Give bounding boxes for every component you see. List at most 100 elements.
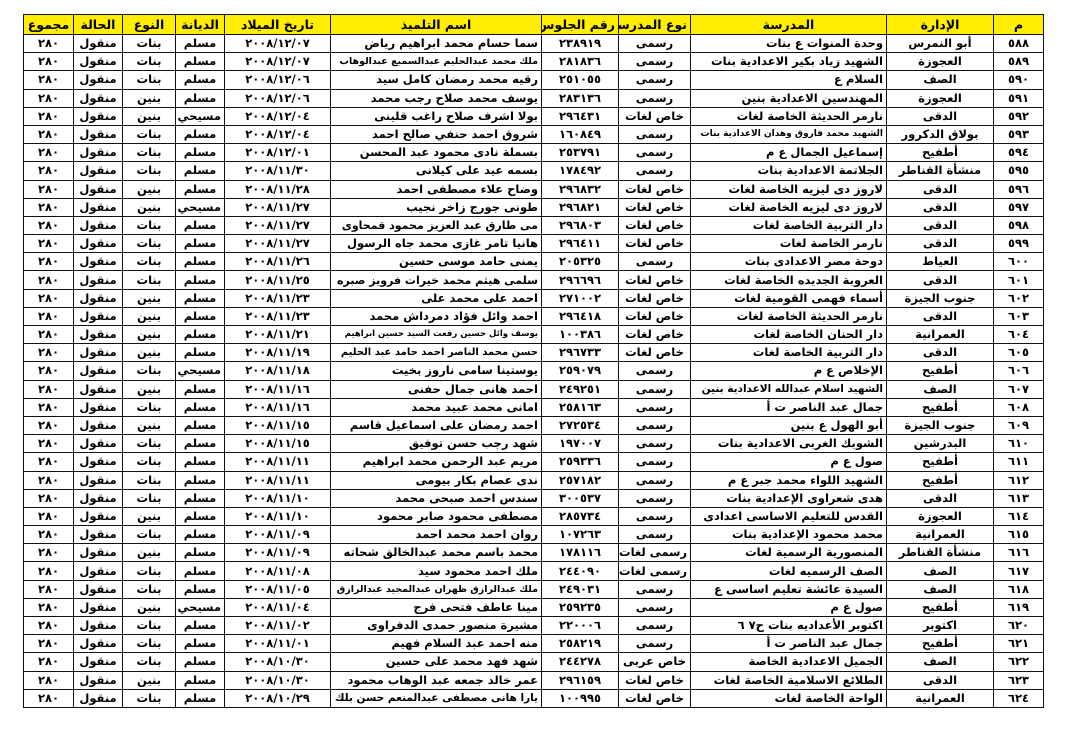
header-school-type: نوع المدرسة xyxy=(618,14,691,35)
cell-status: منقول xyxy=(73,543,123,563)
table-body: ٥٨٨ أبو النمرس وحدة المنوات ع بنات رسمى ٢٣٨٩… xyxy=(23,33,1044,708)
cell-seat: ٢٧١٠٠٢ xyxy=(541,288,619,308)
cell-total: ٢٨٠ xyxy=(23,634,74,654)
table-row: ٥٩٢ الدقى نارمر الحديثة الخاصة لغات خاص لغا… xyxy=(23,106,1044,126)
cell-gender: بنين xyxy=(122,106,176,126)
table-row: ٥٩٧ الدقى لاروز دى ليزيه الخاصة لغات خاص لغ… xyxy=(23,197,1044,217)
cell-religion: مسلم xyxy=(175,324,225,345)
cell-gender: بنين xyxy=(122,288,176,308)
cell-school: أبو الهول ع بنين xyxy=(690,415,887,436)
cell-gender: بنين xyxy=(122,197,176,217)
cell-no: ٦١٥ xyxy=(993,525,1044,545)
cell-admin: العمرانية xyxy=(886,688,994,708)
cell-school: جمال عبد الناصر ت أ xyxy=(690,397,887,417)
cell-religion: مسلم xyxy=(175,488,225,508)
cell-total: ٢٨٠ xyxy=(23,143,74,163)
cell-status: منقول xyxy=(73,234,123,254)
cell-seat: ١٠٧٢٦٣ xyxy=(541,525,619,545)
cell-school-type: رسمى xyxy=(618,579,691,599)
table-row: ٦١٠ البدرشين الشوبك الغربى الاعدادية بنات ر… xyxy=(23,434,1044,454)
cell-gender: بنات xyxy=(122,579,176,599)
header-school: المدرسة xyxy=(690,14,887,35)
cell-admin: الدقى xyxy=(886,670,994,690)
cell-no: ٦٠٢ xyxy=(993,288,1044,308)
cell-school: الشوبك الغربى الاعدادية بنات xyxy=(690,434,887,454)
cell-gender: بنات xyxy=(122,70,176,90)
cell-status: منقول xyxy=(73,688,123,708)
cell-school-type: رسمى xyxy=(618,488,691,508)
cell-school-type: رسمى xyxy=(618,379,691,399)
cell-admin: العمرانية xyxy=(886,324,994,345)
table-row: ٦٠٩ جنوب الجيزة أبو الهول ع بنين رسمى ٢٧٢٥٣٤… xyxy=(23,415,1044,436)
cell-school-type: رسمى xyxy=(618,33,691,54)
cell-student-name: يوسف وائل حسين رفعت السيد حسين ابراهيم xyxy=(330,324,542,345)
cell-seat: ٢٥٩٣٣٦ xyxy=(541,452,619,472)
cell-no: ٦٠٨ xyxy=(993,397,1044,417)
cell-religion: مسلم xyxy=(175,379,225,399)
cell-admin: الدقى xyxy=(886,234,994,254)
cell-dob: ٢٠٠٨/١١/١٠ xyxy=(224,506,331,527)
cell-admin: أطفيح xyxy=(886,143,994,163)
cell-school: صول ع م xyxy=(690,597,887,618)
cell-total: ٢٨٠ xyxy=(23,270,74,290)
cell-admin: أطفيح xyxy=(886,452,994,472)
cell-no: ٦٠٦ xyxy=(993,361,1044,381)
cell-school: لاروز دى ليزيه الخاصة لغات xyxy=(690,197,887,217)
header-status: الحالة xyxy=(73,14,123,35)
cell-religion: مسيحي xyxy=(175,361,225,381)
cell-no: ٥٩٤ xyxy=(993,143,1044,163)
header-row: م الإدارة المدرسة نوع المدرسة رقم الجلوس… xyxy=(23,14,1044,35)
cell-total: ٢٨٠ xyxy=(23,252,74,272)
table-row: ٦٢٣ الدقى الطلائع الاسلامية الخاصة لغات خاص… xyxy=(23,670,1044,690)
table-row: ٦٠٦ أطفيح الإخلاص ع م رسمى ٢٥٩٠٧٩ يوستينا سام… xyxy=(23,361,1044,381)
cell-school-type: رسمى xyxy=(618,361,691,381)
cell-dob: ٢٠٠٨/١١/١٦ xyxy=(224,379,331,399)
cell-religion: مسلم xyxy=(175,234,225,254)
cell-status: منقول xyxy=(73,525,123,545)
cell-no: ٦١٤ xyxy=(993,506,1044,527)
cell-school: محمد محمود الإعدادية بنات xyxy=(690,525,887,545)
cell-religion: مسلم xyxy=(175,506,225,527)
cell-seat: ٢٤٤٠٩٠ xyxy=(541,561,619,581)
cell-no: ٦٠٥ xyxy=(993,343,1044,363)
cell-student-name: يارا هانى مصطفى عبدالمنعم حسن بلك xyxy=(330,688,542,708)
cell-status: منقول xyxy=(73,270,123,290)
cell-total: ٢٨٠ xyxy=(23,470,74,490)
cell-student-name: احمد هانى جمال حفنى xyxy=(330,379,542,399)
cell-total: ٢٨٠ xyxy=(23,688,74,708)
students-table-container: م الإدارة المدرسة نوع المدرسة رقم الجلوس… xyxy=(23,14,1044,708)
cell-school: اكتوبر الأعداديه بنات ح٧ ٦ xyxy=(690,615,887,636)
cell-dob: ٢٠٠٨/١١/٢٣ xyxy=(224,288,331,308)
cell-dob: ٢٠٠٨/١١/١١ xyxy=(224,452,331,472)
cell-school: الشهيد محمد فاروق وهدان الاعدادية بنات xyxy=(690,124,887,145)
cell-status: منقول xyxy=(73,361,123,381)
cell-seat: ٢٩٦٤١٨ xyxy=(541,306,619,327)
cell-student-name: يوستينا سامى ناروز بخيت xyxy=(330,361,542,381)
cell-student-name: مريم عبد الرحمن محمد ابراهيم xyxy=(330,452,542,472)
cell-religion: مسلم xyxy=(175,561,225,581)
cell-no: ٥٩١ xyxy=(993,88,1044,108)
students-table: م الإدارة المدرسة نوع المدرسة رقم الجلوس… xyxy=(23,14,1044,708)
cell-admin: العجوزة xyxy=(886,506,994,527)
cell-status: منقول xyxy=(73,343,123,363)
cell-seat: ٢٨٥٧٣٤ xyxy=(541,506,619,527)
cell-school-type: خاص لغات xyxy=(618,215,691,236)
header-seat: رقم الجلوس xyxy=(541,14,619,35)
table-row: ٦١٨ الصف السيدة عائشة تعليم اساسى ع رسمى ٢٤٩… xyxy=(23,579,1044,599)
cell-total: ٢٨٠ xyxy=(23,197,74,217)
cell-school-type: خاص لغات xyxy=(618,670,691,690)
cell-gender: بنات xyxy=(122,452,176,472)
cell-student-name: مصطفى محمود صابر محمود xyxy=(330,506,542,527)
cell-gender: بنين xyxy=(122,179,176,199)
cell-no: ٥٨٨ xyxy=(993,33,1044,54)
cell-total: ٢٨٠ xyxy=(23,179,74,199)
cell-gender: بنات xyxy=(122,143,176,163)
cell-religion: مسلم xyxy=(175,670,225,690)
cell-status: منقول xyxy=(73,161,123,181)
cell-seat: ٢٥٣٧٩١ xyxy=(541,143,619,163)
cell-seat: ٢٠٥٣٢٥ xyxy=(541,252,619,272)
cell-student-name: منه احمد عبد السلام فهيم xyxy=(330,634,542,654)
cell-admin: الصف xyxy=(886,70,994,90)
cell-school-type: رسمى xyxy=(618,434,691,454)
cell-dob: ٢٠٠٨/١١/٠٨ xyxy=(224,561,331,581)
